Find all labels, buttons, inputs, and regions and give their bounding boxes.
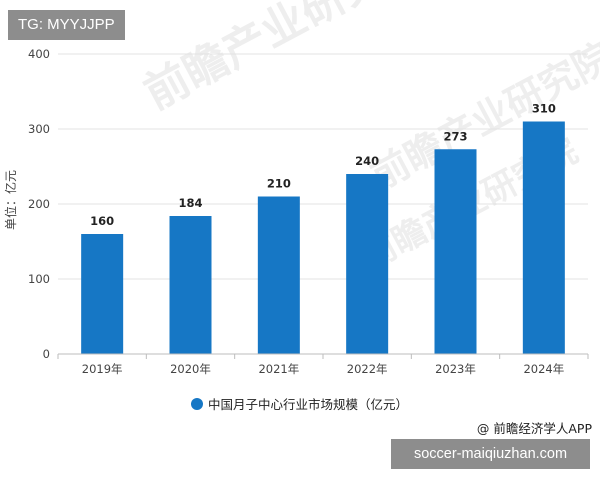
x-tick-label: 2021年: [258, 362, 299, 376]
y-axis-label: 单位：亿元: [3, 170, 18, 230]
y-tick-labels: 0 100 200 300 400: [28, 47, 50, 361]
gridlines: [58, 53, 588, 280]
bar: [169, 216, 212, 354]
overlay-tag: TG: MYYJJPP: [8, 10, 125, 40]
value-labels: 160 184 210 240 273 310: [90, 102, 556, 229]
x-tick-label: 2022年: [347, 362, 388, 376]
y-tick-label: 400: [28, 47, 50, 61]
legend-marker: [191, 398, 203, 410]
bar-value-label: 210: [267, 177, 291, 191]
x-tick-label: 2019年: [82, 362, 123, 376]
legend-label: 中国月子中心行业市场规模（亿元）: [208, 397, 408, 412]
y-tick-label: 300: [28, 122, 50, 136]
site-banner: soccer-maiqiuzhan.com: [391, 439, 590, 469]
y-tick-label: 200: [28, 197, 50, 211]
bar: [257, 196, 300, 354]
bar-group: [81, 121, 565, 354]
bar-value-label: 240: [355, 154, 379, 168]
x-tick-labels: 2019年 2020年 2021年 2022年 2023年 2024年: [82, 362, 564, 376]
bar: [346, 174, 389, 354]
bar-value-label: 273: [443, 129, 467, 143]
legend: 中国月子中心行业市场规模（亿元）: [191, 397, 408, 412]
x-tick-label: 2020年: [170, 362, 211, 376]
bar-value-label: 310: [532, 102, 556, 116]
bar-value-label: 184: [178, 196, 202, 210]
x-tick-label: 2024年: [523, 362, 564, 376]
bar: [522, 121, 565, 354]
y-tick-label: 0: [43, 347, 50, 361]
watermark-text: 前瞻产业研究院: [136, 0, 432, 120]
y-tick-label: 100: [28, 272, 50, 286]
bar: [81, 234, 124, 354]
x-axis: [57, 353, 589, 359]
source-credit: @ 前瞻经济学人APP: [476, 421, 592, 436]
x-tick-label: 2023年: [435, 362, 476, 376]
bar: [434, 149, 477, 354]
bar-value-label: 160: [90, 214, 114, 228]
